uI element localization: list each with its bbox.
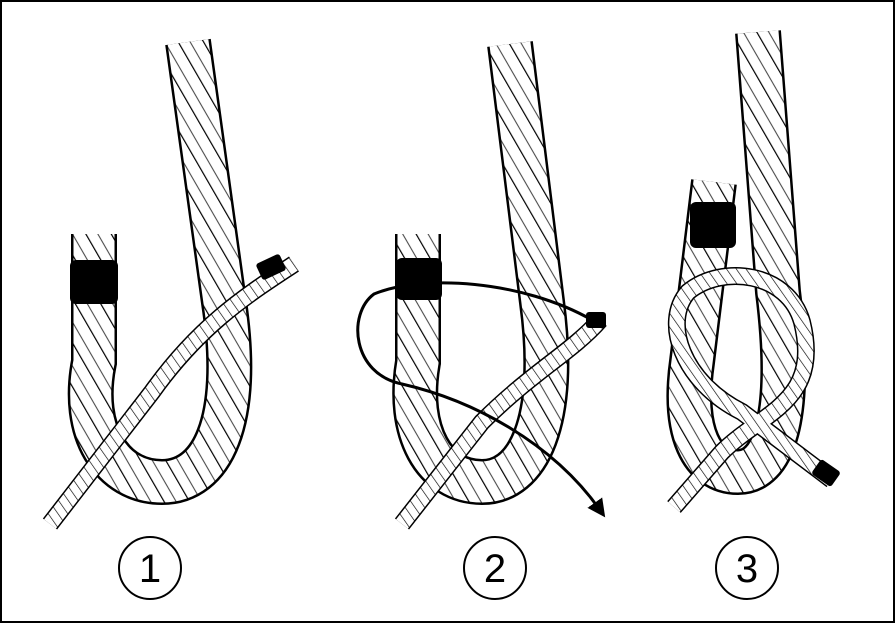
step-number-2: 2 <box>463 536 527 600</box>
step-1-illustration: 1 <box>42 38 299 600</box>
step-3-illustration: 3 <box>666 30 840 600</box>
thin-rope-icon <box>667 267 838 513</box>
step-number-label: 3 <box>736 547 758 591</box>
step-number-label: 1 <box>139 547 161 591</box>
whipping-icon <box>812 459 840 487</box>
whipping-icon <box>396 258 442 300</box>
whipping-icon <box>256 254 286 280</box>
whipping-icon <box>690 202 736 248</box>
thin-rope-icon <box>42 256 299 530</box>
step-number-3: 3 <box>715 536 779 600</box>
thin-rope-icon <box>394 313 607 530</box>
whipping-icon <box>70 260 118 304</box>
whipping-icon <box>586 312 606 328</box>
direction-arrow-icon <box>356 281 606 518</box>
thick-rope-icon <box>392 41 570 506</box>
step-number-label: 2 <box>484 547 506 591</box>
step-number-1: 1 <box>118 536 182 600</box>
step-2-illustration: 2 <box>356 41 607 600</box>
thick-rope-icon <box>666 30 807 496</box>
thick-rope-icon <box>67 38 253 506</box>
